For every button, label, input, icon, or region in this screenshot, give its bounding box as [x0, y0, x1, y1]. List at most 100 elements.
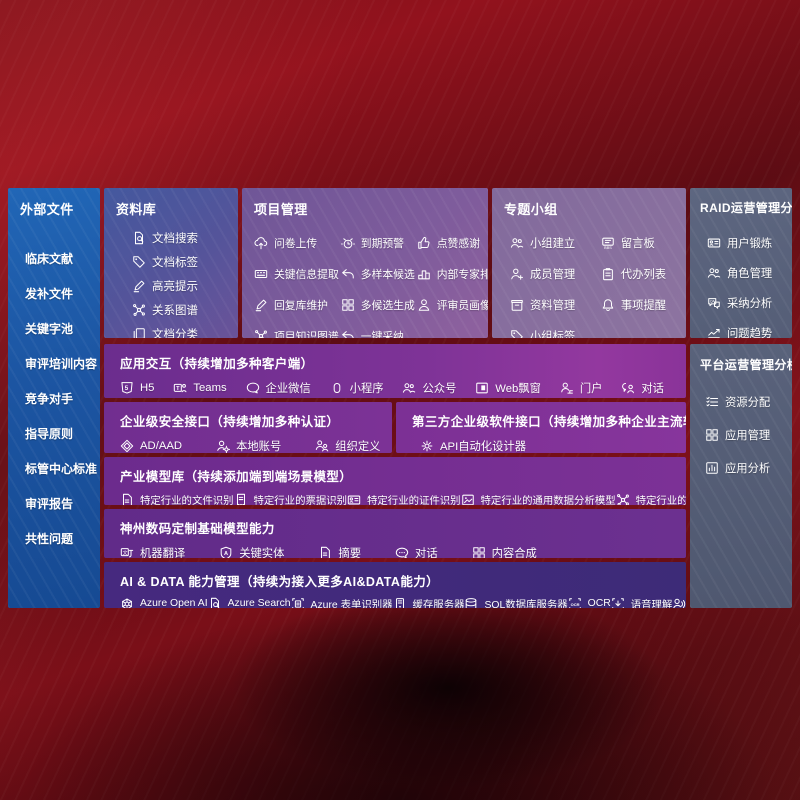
feature-item: 本地账号: [216, 438, 281, 453]
svg-text:BBS: BBS: [604, 246, 612, 250]
external-files-list: 临床文献 发补文件 关键字池 审评培训内容 竞争对手: [8, 241, 100, 556]
teams-icon: T: [173, 381, 187, 395]
security-interface-title: 企业级安全接口（持续增加多种认证）: [120, 415, 340, 429]
doc-icon: [318, 546, 332, 558]
svg-text:OCR: OCR: [570, 601, 579, 606]
feature-item: Azure Search: [208, 597, 291, 608]
image-icon: [461, 493, 475, 506]
project-feature-grid: 问卷上传 到期预警 点赞感谢 关键信息提取: [254, 227, 488, 338]
feature-item: 点赞感谢: [417, 227, 488, 258]
ai-data-band: AI & DATA 能力管理（持续为接入更多AI&DATA能力） Azure O…: [104, 562, 686, 608]
alarm-icon: [340, 236, 355, 250]
project-management-title: 项目管理: [254, 202, 308, 217]
security-interface-items: AD/AAD 本地账号 组织定义: [104, 438, 392, 453]
feature-item: 公众号: [402, 380, 456, 396]
feature-item: 项目知识图谱: [254, 320, 339, 338]
industry-model-items: 特定行业的文件识别 特定行业的票据识别 特定行业的证件识别 特定行业的通用数据分…: [104, 492, 686, 505]
feature-item: T Teams: [173, 381, 227, 395]
feature-item: 关键信息提取: [254, 258, 339, 289]
external-file-item: 竞争对手: [25, 392, 74, 406]
chat-dot-icon: [246, 381, 260, 395]
base-model-items: 文 机器翻译 A 关键实体 摘要 对话: [104, 545, 686, 558]
diamond-icon: [120, 439, 134, 453]
external-files-panel: 外部文件 临床文献 发补文件 关键字池 审评培训内容: [8, 188, 100, 608]
third-party-interface-title: 第三方企业级软件接口（持续增加多种企业主流软件接口）: [412, 415, 686, 429]
external-files-title: 外部文件: [20, 202, 74, 217]
topic-group-title: 专题小组: [504, 202, 558, 217]
feature-item: A 关键实体: [219, 545, 284, 558]
chart-box-icon: [705, 461, 719, 475]
project-management-panel: 项目管理 问卷上传 到期预警 点赞感谢: [242, 188, 488, 338]
feature-item: SQL数据库服务器: [464, 596, 568, 608]
chat-qa-icon: QA: [707, 296, 721, 310]
reply-icon: [341, 267, 355, 281]
feature-item: 特定行业的通用数据分析模型: [461, 492, 616, 505]
id-card-icon: [707, 236, 721, 250]
platform-analysis-title: 平台运营管理分析: [700, 358, 792, 372]
feature-item: 摘要: [318, 545, 361, 558]
people-icon: [707, 266, 721, 280]
bbs-icon: BBS: [601, 236, 615, 250]
thumbs-up-icon: [417, 236, 431, 250]
feature-item: 回复库维护: [254, 289, 339, 320]
svg-text:T: T: [176, 386, 180, 392]
pencil-icon: [254, 298, 268, 312]
svg-text:QA: QA: [710, 300, 716, 304]
feature-item: 用户锻炼: [707, 228, 792, 258]
person-desk-icon: [560, 381, 574, 395]
openai-icon: [120, 597, 134, 608]
ai-data-title: AI & DATA 能力管理（持续为接入更多AI&DATA能力）: [120, 575, 440, 589]
industry-model-band: 产业模型库（持续添加端到端场景模型） 特定行业的文件识别 特定行业的票据识别 特…: [104, 457, 686, 505]
tag-icon: [132, 255, 146, 269]
feature-item: 门户: [560, 380, 602, 396]
security-interface-band: 企业级安全接口（持续增加多种认证） AD/AAD 本地账号 组织定义: [104, 402, 392, 453]
external-file-item: 临床文献: [25, 252, 74, 266]
feature-item: 成员管理: [510, 258, 601, 289]
external-file-item: 发补文件: [25, 287, 74, 301]
feature-item: 应用分析: [705, 451, 792, 484]
feature-item: BBS 留言板: [601, 227, 682, 258]
feature-item: 特定行业的文件识别: [120, 492, 234, 505]
raid-analysis-title: RAID运营管理分析: [700, 201, 792, 215]
app-interaction-items: 5 H5 T Teams 企业微信 小程序: [104, 380, 686, 396]
cloud-upload-icon: [254, 236, 268, 250]
external-file-item: 审评培训内容: [25, 357, 98, 371]
feature-item: 语音理解: [611, 596, 672, 608]
feature-item: 角色管理: [707, 258, 792, 288]
doc-search-icon: [208, 597, 222, 608]
docs-icon: [132, 327, 146, 338]
feature-item: 高亮提示: [132, 274, 238, 298]
external-file-item: 关键字池: [25, 322, 74, 336]
feature-item: Azure Open AI: [120, 597, 208, 608]
platform-feature-list: 资源分配 应用管理 应用分析: [690, 385, 792, 484]
feature-item: 代办列表: [601, 258, 682, 289]
feature-item: 特定行业的票据识别: [234, 492, 347, 505]
feature-item: 缓存服务器: [393, 596, 464, 608]
server-icon: [393, 597, 407, 608]
person-icon: [417, 298, 431, 312]
feature-item: 组织定义: [315, 438, 380, 453]
tts-icon: [672, 597, 686, 608]
platform-analysis-panel: 平台运营管理分析 资源分配 应用管理 应用分析: [690, 344, 792, 608]
ai-data-items: Azure Open AI Azure Search Azure 表单识别器 缓…: [104, 596, 686, 608]
feature-item: 特定行业的证件识别: [347, 492, 461, 505]
feature-item: 企业微信: [246, 380, 311, 396]
feature-item: 资源分配: [705, 385, 792, 418]
feature-item: 内容合成: [472, 545, 537, 558]
base-model-title: 神州数码定制基础模型能力: [120, 522, 275, 536]
gear-icon: [420, 439, 434, 453]
org-icon: [315, 439, 329, 453]
topic-feature-grid: 小组建立 BBS 留言板 成员管理 代办列表: [510, 227, 682, 338]
feature-item: Web飘窗: [475, 380, 541, 396]
pencil-icon: [132, 279, 146, 293]
person-gear-icon: [216, 439, 231, 453]
feature-item: 资料管理: [510, 289, 601, 320]
feature-item: Azure 表单识别器: [291, 596, 393, 608]
feature-item: 对话: [395, 545, 438, 558]
feature-item: 关系图谱: [132, 298, 238, 322]
feature-item: AD/AAD: [120, 439, 182, 453]
person-add-icon: [510, 267, 524, 281]
feature-item: 问题趋势: [707, 318, 792, 338]
feature-item: 文 机器翻译: [120, 545, 185, 558]
